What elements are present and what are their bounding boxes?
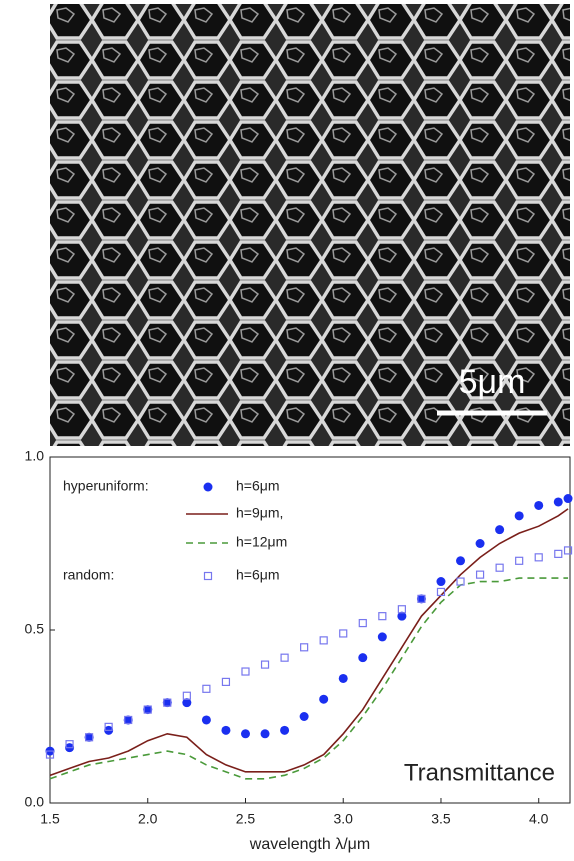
data-point	[535, 554, 542, 561]
data-point	[281, 654, 288, 661]
data-point	[319, 695, 328, 704]
data-point	[534, 501, 543, 510]
series: h=9μm,	[50, 505, 568, 776]
data-point	[242, 668, 249, 675]
data-point	[358, 653, 367, 662]
data-point	[457, 578, 464, 585]
legend-label: h=9μm,	[236, 505, 283, 521]
data-point	[339, 674, 348, 683]
page: 5μm wavelength λ/μm Transmittance 0.0 0.5…	[0, 0, 574, 856]
data-point	[320, 637, 327, 644]
data-point	[555, 550, 562, 557]
series-line	[50, 578, 568, 779]
data-point	[241, 729, 250, 738]
y-tick-label: 0.5	[25, 621, 45, 637]
y-tick-label: 1.0	[25, 448, 45, 464]
legend-swatch	[205, 573, 212, 580]
data-point	[203, 685, 210, 692]
data-point	[515, 511, 524, 520]
legend-group: hyperuniform:	[63, 478, 149, 494]
data-point	[340, 630, 347, 637]
scale-bar-label: 5μm	[459, 363, 526, 401]
legend-label: h=12μm	[236, 534, 287, 550]
legend-label: h=6μm	[236, 478, 279, 494]
data-point	[262, 661, 269, 668]
data-point	[476, 539, 485, 548]
data-point	[202, 715, 211, 724]
figure: 5μm wavelength λ/μm Transmittance 0.0 0.5…	[0, 0, 574, 856]
data-point	[221, 726, 230, 735]
x-tick-label: 2.5	[236, 811, 256, 827]
data-point	[379, 613, 386, 620]
data-point	[564, 494, 573, 503]
sem-image: 5μm	[50, 4, 570, 446]
data-point	[436, 577, 445, 586]
data-point	[261, 729, 270, 738]
data-point	[378, 632, 387, 641]
x-tick-label: 3.0	[333, 811, 353, 827]
data-point	[280, 726, 289, 735]
series: h=12μm	[50, 534, 568, 779]
data-point	[300, 712, 309, 721]
data-point	[301, 644, 308, 651]
legend-group: random:	[63, 567, 114, 583]
data-point	[554, 497, 563, 506]
data-point	[495, 525, 504, 534]
series: random: h=6μm	[47, 547, 572, 758]
annotation: Transmittance	[404, 759, 555, 786]
legend-label: h=6μm	[236, 567, 279, 583]
x-tick-label: 4.0	[529, 811, 549, 827]
series: hyperuniform: h=6μm	[46, 478, 573, 756]
data-point	[359, 620, 366, 627]
y-tick-label: 0.0	[25, 794, 45, 810]
data-point	[516, 557, 523, 564]
series-line	[50, 509, 568, 775]
x-tick-label: 1.5	[40, 811, 60, 827]
data-point	[222, 678, 229, 685]
legend-swatch	[204, 483, 213, 492]
x-axis-label: wavelength λ/μm	[249, 836, 370, 853]
data-point	[477, 571, 484, 578]
x-tick-label: 2.0	[138, 811, 158, 827]
data-point	[456, 556, 465, 565]
data-point	[496, 564, 503, 571]
x-tick-label: 3.5	[431, 811, 451, 827]
